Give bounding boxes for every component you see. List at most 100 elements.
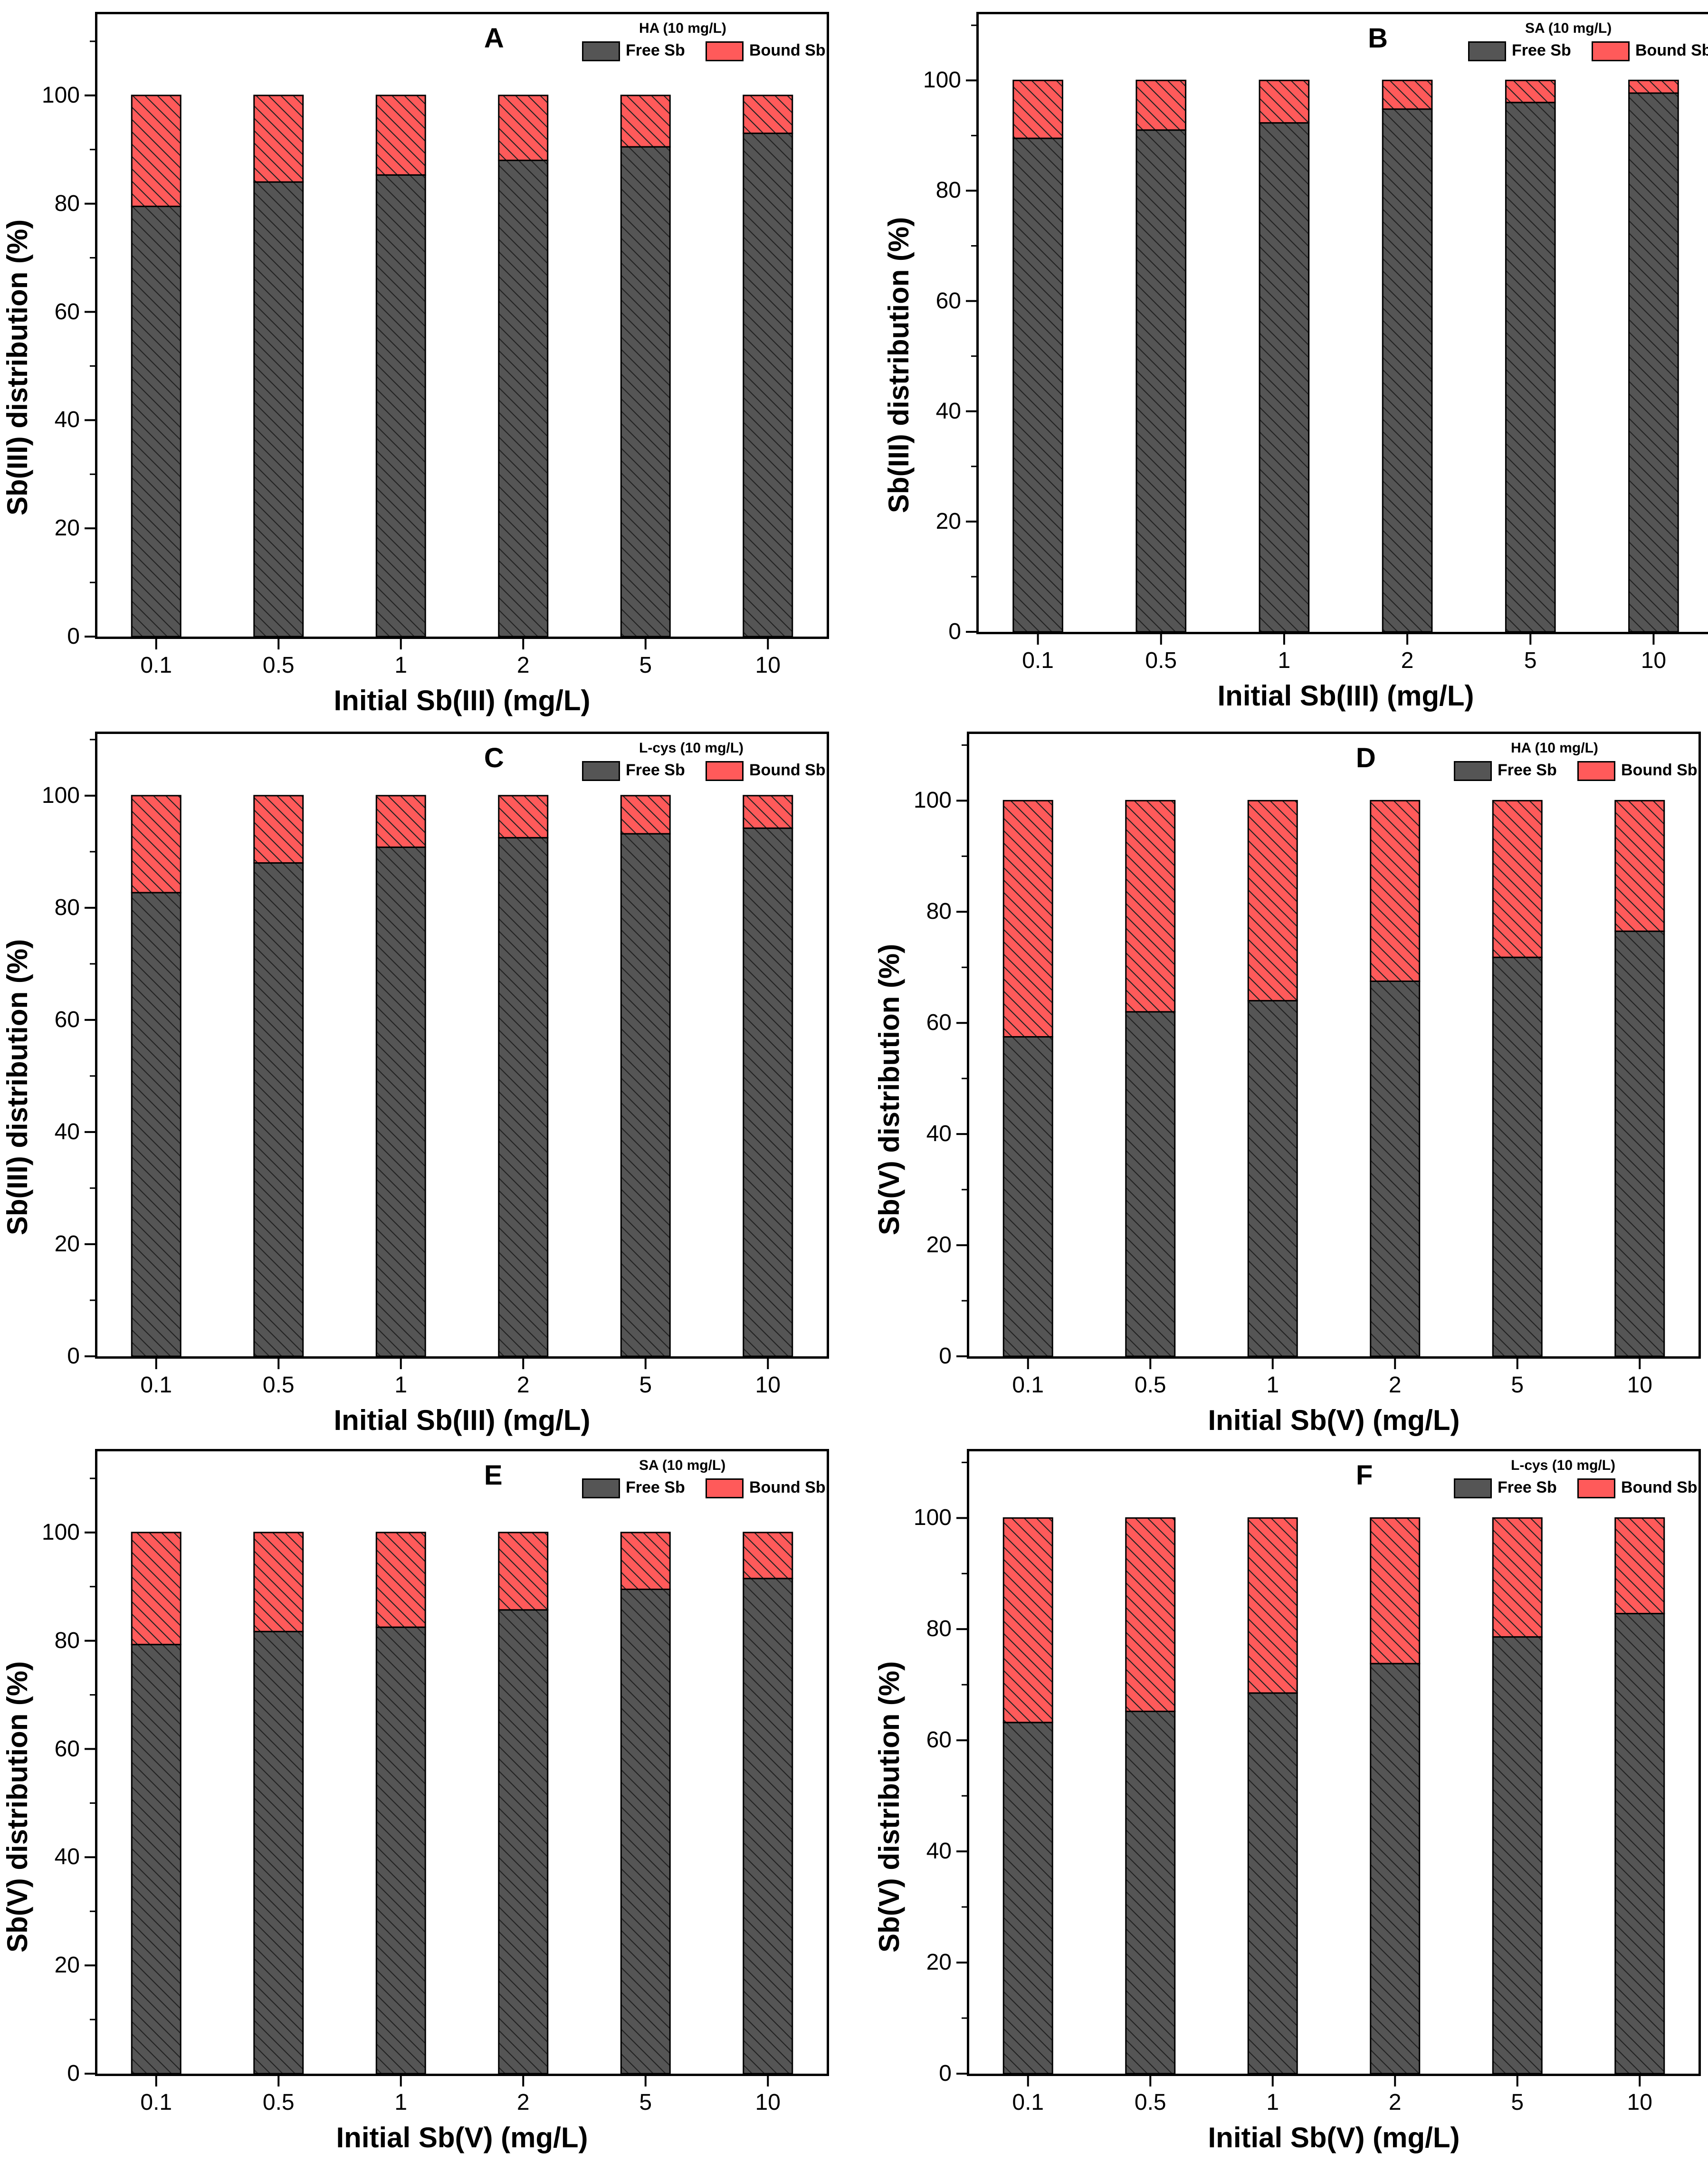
y-axis-title: Sb(III) distribution (%) bbox=[1, 219, 33, 515]
x-tick-label: 2 bbox=[1401, 648, 1414, 673]
y-tick-label: 60 bbox=[926, 1727, 952, 1753]
x-tick-label: 1 bbox=[394, 2090, 408, 2115]
x-tick-label: 0.5 bbox=[1134, 2090, 1166, 2115]
legend-label-free-sb: Free Sb bbox=[626, 41, 685, 59]
y-tick-label: 80 bbox=[926, 1616, 952, 1642]
y-axis-title: Sb(V) distribution (%) bbox=[873, 943, 905, 1235]
legend-swatch-bound-sb bbox=[1592, 41, 1630, 61]
y-tick-label: 40 bbox=[935, 398, 961, 424]
x-tick-label: 10 bbox=[1627, 2090, 1652, 2115]
y-tick-label: 0 bbox=[948, 619, 961, 644]
y-tick-label: 0 bbox=[939, 1343, 952, 1369]
x-tick-label: 0.5 bbox=[262, 653, 295, 678]
x-axis-title: Initial Sb(V) (mg/L) bbox=[1208, 2122, 1460, 2153]
y-tick-label: 20 bbox=[926, 1232, 952, 1258]
x-tick-label: 1 bbox=[1266, 1372, 1279, 1398]
x-tick-label: 0.5 bbox=[1145, 648, 1177, 673]
legend-title: HA (10 mg/L) bbox=[1511, 740, 1598, 756]
plot-area bbox=[95, 732, 829, 1359]
legend-title: L-cys (10 mg/L) bbox=[1511, 1458, 1616, 1473]
x-tick-label: 10 bbox=[1641, 648, 1667, 673]
x-axis-title: Initial Sb(III) (mg/L) bbox=[334, 685, 591, 716]
legend-swatch-bound-sb bbox=[706, 761, 744, 781]
y-tick-label: 60 bbox=[935, 288, 961, 314]
x-tick-label: 2 bbox=[1388, 1372, 1402, 1398]
y-tick-label: 100 bbox=[913, 1505, 952, 1531]
y-tick-label: 0 bbox=[67, 624, 80, 649]
legend-swatch-free-sb bbox=[1454, 761, 1492, 781]
legend-swatch-bound-sb bbox=[1577, 1478, 1615, 1498]
x-tick-label: 0.1 bbox=[1012, 1372, 1044, 1398]
panel-label: E bbox=[484, 1460, 503, 1491]
x-tick-label: 5 bbox=[639, 653, 652, 678]
plot-area bbox=[967, 732, 1701, 1359]
x-tick-label: 2 bbox=[516, 1372, 530, 1398]
y-tick-label: 80 bbox=[54, 191, 80, 216]
y-tick-label: 0 bbox=[939, 2061, 952, 2086]
legend-label-bound-sb: Bound Sb bbox=[1621, 761, 1698, 779]
legend-swatch-bound-sb bbox=[706, 41, 744, 61]
legend-swatch-free-sb bbox=[582, 41, 620, 61]
legend-swatch-free-sb bbox=[1454, 1478, 1492, 1498]
legend-label-free-sb: Free Sb bbox=[1498, 761, 1557, 779]
y-tick-label: 80 bbox=[54, 1628, 80, 1653]
x-tick-label: 2 bbox=[516, 653, 530, 678]
x-tick-label: 5 bbox=[1524, 648, 1537, 673]
x-tick-label: 5 bbox=[1511, 2090, 1524, 2115]
y-tick-label: 60 bbox=[926, 1010, 952, 1036]
x-tick-label: 5 bbox=[639, 1372, 652, 1398]
x-tick-label: 0.5 bbox=[262, 1372, 295, 1398]
y-tick-label: 0 bbox=[67, 2061, 80, 2086]
x-tick-label: 10 bbox=[755, 2090, 781, 2115]
x-tick-label: 0.5 bbox=[262, 2090, 295, 2115]
y-tick-label: 40 bbox=[54, 1119, 80, 1144]
y-tick-label: 60 bbox=[54, 299, 80, 324]
x-axis-title: Initial Sb(III) (mg/L) bbox=[334, 1404, 591, 1436]
x-tick-label: 0.1 bbox=[140, 1372, 172, 1398]
legend-label-free-sb: Free Sb bbox=[626, 1478, 685, 1496]
x-tick-label: 0.1 bbox=[140, 2090, 172, 2115]
x-tick-label: 10 bbox=[1627, 1372, 1652, 1398]
y-tick-label: 20 bbox=[935, 508, 961, 534]
legend-swatch-bound-sb bbox=[706, 1478, 744, 1498]
x-tick-label: 2 bbox=[1388, 2090, 1402, 2115]
y-axis-title: Sb(III) distribution (%) bbox=[1, 939, 33, 1235]
legend-label-free-sb: Free Sb bbox=[1512, 41, 1571, 59]
y-tick-label: 100 bbox=[41, 1519, 80, 1545]
y-tick-label: 0 bbox=[67, 1343, 80, 1369]
x-tick-label: 0.1 bbox=[140, 653, 172, 678]
x-tick-label: 0.1 bbox=[1012, 2090, 1044, 2115]
y-tick-label: 80 bbox=[926, 899, 952, 924]
x-axis-title: Initial Sb(III) (mg/L) bbox=[1217, 680, 1474, 712]
legend-label-free-sb: Free Sb bbox=[1498, 1478, 1557, 1496]
y-tick-label: 100 bbox=[913, 788, 952, 813]
y-tick-label: 100 bbox=[41, 782, 80, 808]
y-tick-label: 80 bbox=[54, 895, 80, 920]
y-tick-label: 40 bbox=[54, 407, 80, 433]
legend-label-bound-sb: Bound Sb bbox=[749, 1478, 826, 1496]
y-tick-label: 40 bbox=[926, 1839, 952, 1864]
x-axis-title: Initial Sb(V) (mg/L) bbox=[336, 2122, 588, 2153]
x-axis-title: Initial Sb(V) (mg/L) bbox=[1208, 1404, 1460, 1436]
plot-area bbox=[95, 1449, 829, 2076]
panel-label: F bbox=[1355, 1460, 1373, 1491]
y-axis-title: Sb(V) distribution (%) bbox=[873, 1661, 905, 1953]
y-tick-label: 40 bbox=[54, 1844, 80, 1870]
x-tick-label: 1 bbox=[1278, 648, 1291, 673]
legend-swatch-free-sb bbox=[582, 1478, 620, 1498]
y-tick-label: 20 bbox=[54, 1231, 80, 1257]
x-tick-label: 10 bbox=[755, 653, 781, 678]
legend-title: SA (10 mg/L) bbox=[1525, 20, 1612, 36]
panel-label: C bbox=[484, 743, 504, 773]
plot-area bbox=[976, 12, 1708, 634]
plot-area bbox=[95, 12, 829, 639]
legend-title: SA (10 mg/L) bbox=[639, 1458, 726, 1473]
legend-swatch-bound-sb bbox=[1577, 761, 1615, 781]
y-tick-label: 20 bbox=[54, 1953, 80, 1978]
legend-swatch-free-sb bbox=[1468, 41, 1506, 61]
y-tick-label: 20 bbox=[54, 515, 80, 541]
panel-label: A bbox=[484, 23, 504, 54]
y-tick-label: 80 bbox=[935, 178, 961, 203]
plot-area bbox=[967, 1449, 1701, 2076]
legend-swatch-free-sb bbox=[582, 761, 620, 781]
